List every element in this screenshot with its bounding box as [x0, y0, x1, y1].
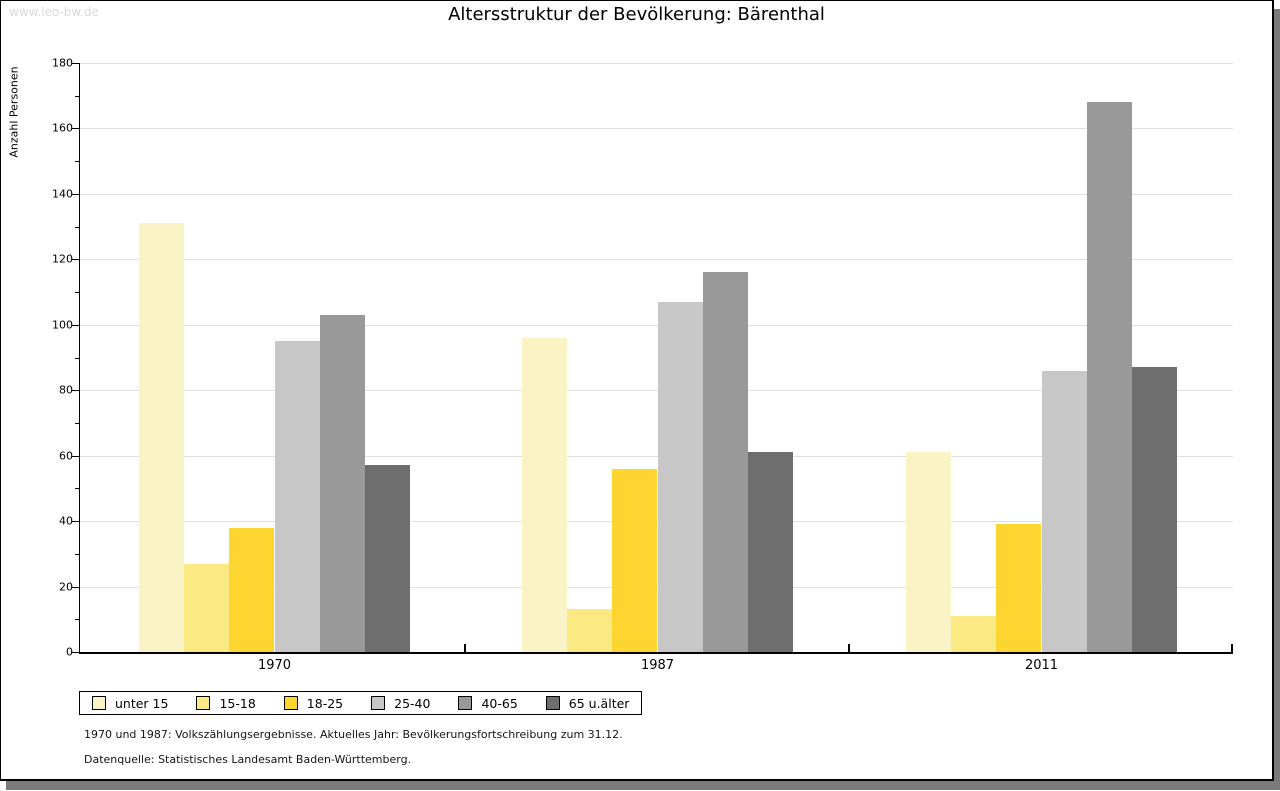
y-axis-minor-tick — [75, 357, 79, 359]
gridline — [80, 128, 1233, 130]
bar-1970-18-25 — [229, 527, 275, 652]
legend-item: 65 u.älter — [545, 695, 630, 711]
x-category-label: 2011 — [1024, 658, 1059, 673]
x-axis-tick — [848, 644, 850, 652]
y-axis-minor-tick — [75, 226, 79, 228]
gridline — [80, 390, 1233, 392]
gridline — [80, 324, 1233, 326]
legend-label: unter 15 — [115, 695, 169, 711]
bar-1987-40-65 — [702, 272, 748, 652]
gridline — [80, 193, 1233, 195]
legend-label: 65 u.älter — [568, 695, 630, 711]
y-axis-minor-tick — [75, 292, 79, 294]
watermark: www.leo-bw.de — [9, 5, 99, 19]
y-tick-label: 0 — [66, 645, 73, 659]
bar-1987-15-18 — [567, 609, 613, 652]
bar-1987-25-40 — [657, 301, 703, 652]
y-axis-minor-tick — [75, 553, 79, 555]
legend-item: unter 15 — [92, 696, 168, 711]
y-axis-tick — [72, 193, 79, 195]
y-axis-tick — [72, 259, 79, 261]
bar-1970-40-65 — [319, 314, 365, 652]
bar-1970-15-18 — [184, 563, 230, 652]
bar-1970-65-u.älter — [364, 465, 411, 652]
footnote-line-2: Datenquelle: Statistisches Landesamt Bad… — [84, 753, 412, 766]
legend-item: 18-25 — [283, 695, 344, 711]
bar-2011-15-18 — [951, 616, 997, 652]
y-axis-tick — [72, 521, 79, 523]
plot-area: 0 20 40 60 80 100 120 140 160 180 1970 1987 2011 — [52, 57, 1233, 673]
x-axis-tick — [463, 644, 466, 652]
legend-item: 15-18 — [196, 695, 256, 711]
y-tick-label: 100 — [52, 318, 73, 332]
legend-swatch-icon — [283, 696, 298, 710]
y-axis-minor-tick — [75, 488, 79, 490]
y-tick-label: 180 — [52, 56, 73, 70]
legend-item: 25-40 — [371, 696, 430, 711]
y-axis-tick — [72, 128, 79, 130]
legend-swatch-icon — [371, 696, 386, 710]
x-axis-tick — [1230, 644, 1233, 652]
y-tick-label: 20 — [59, 580, 73, 594]
bar-2011-25-40 — [1041, 370, 1087, 652]
bar-1970-unter-15 — [138, 223, 185, 652]
legend-label: 15-18 — [219, 695, 256, 711]
y-axis-title: Anzahl Personen — [7, 66, 21, 158]
legend-label: 25-40 — [394, 695, 431, 711]
gridline — [80, 63, 1233, 64]
y-tick-label: 160 — [52, 121, 73, 135]
y-axis-minor-tick — [75, 95, 79, 97]
legend-item: 40-65 — [458, 695, 518, 711]
y-axis-tick — [72, 324, 79, 326]
x-axis-line — [79, 652, 1233, 654]
bar-1987-65-u.älter — [747, 452, 794, 652]
legend: unter 15 15-18 18-25 25-40 40-65 65 u.älter — [79, 691, 643, 715]
legend-swatch-icon — [92, 696, 106, 710]
legend-label: 40-65 — [481, 695, 518, 711]
legend-swatch-icon — [196, 696, 211, 710]
bar-1987-18-25 — [612, 468, 658, 652]
y-axis-line — [79, 63, 80, 652]
gridline — [80, 259, 1233, 261]
legend-label: 18-25 — [306, 695, 344, 711]
x-category-label: 1987 — [640, 658, 675, 673]
y-axis-tick — [72, 455, 79, 457]
y-tick-label: 40 — [59, 514, 73, 528]
y-axis-minor-tick — [75, 619, 79, 621]
legend-swatch-icon — [458, 696, 473, 710]
y-axis-tick — [72, 63, 79, 64]
y-tick-label: 140 — [52, 187, 73, 201]
bar-2011-40-65 — [1086, 102, 1132, 652]
bar-1987-unter-15 — [521, 337, 568, 652]
chart-title: Altersstruktur der Bevölkerung: Bärentha… — [448, 4, 825, 25]
bar-1970-25-40 — [274, 341, 320, 652]
bar-2011-unter-15 — [905, 452, 952, 652]
y-axis-tick — [72, 586, 79, 588]
y-axis-minor-tick — [75, 161, 79, 163]
y-tick-label: 120 — [52, 252, 73, 266]
bar-2011-18-25 — [996, 524, 1042, 652]
y-axis-tick — [72, 390, 79, 392]
legend-swatch-icon — [545, 696, 560, 710]
footnote-line-1: 1970 und 1987: Volkszählungsergebnisse. … — [84, 728, 623, 741]
y-tick-label: 80 — [59, 383, 73, 397]
y-axis-tick — [72, 652, 79, 653]
y-tick-label: 60 — [59, 449, 73, 463]
bar-2011-65-u.älter — [1131, 367, 1178, 652]
gridline — [80, 455, 1233, 457]
x-category-label: 1970 — [257, 658, 292, 673]
y-axis-minor-tick — [75, 422, 79, 424]
